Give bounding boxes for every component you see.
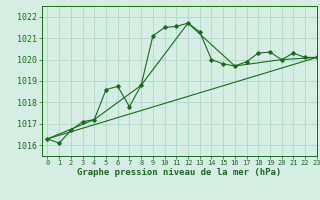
X-axis label: Graphe pression niveau de la mer (hPa): Graphe pression niveau de la mer (hPa) bbox=[77, 168, 281, 177]
